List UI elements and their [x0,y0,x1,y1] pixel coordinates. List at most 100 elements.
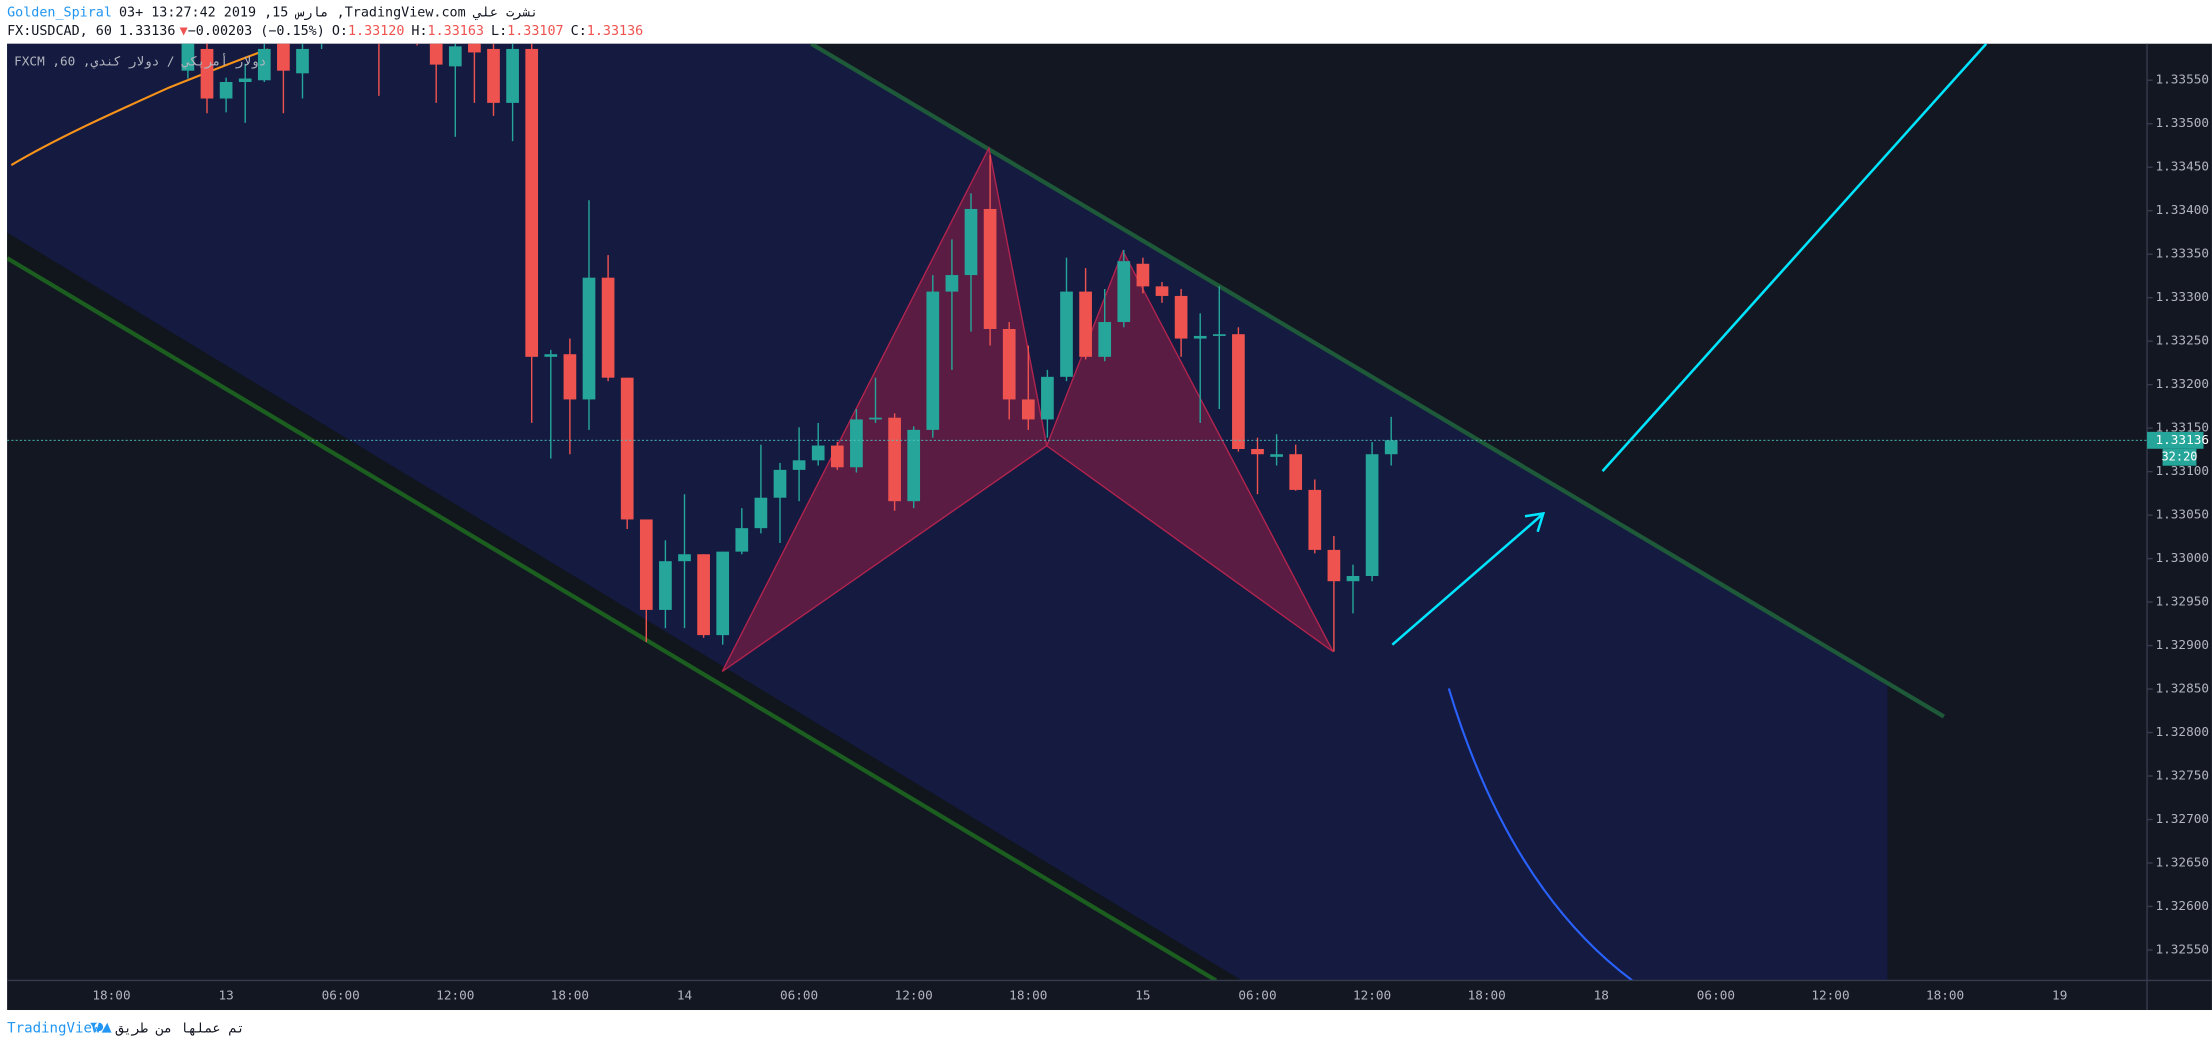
candle-body [563,354,577,400]
candle-body [1327,549,1341,582]
candle-body [219,81,233,99]
x-tick-label: 15 [1135,987,1150,1002]
candle-body [888,417,901,502]
publish-line: Golden_Spiral 03+ 13:27:42 2019 ,15 مارس … [7,6,538,21]
y-tick-label: 1.32900 [2156,637,2209,652]
candle-body [1384,440,1398,455]
candle-body [907,429,921,502]
x-tick-label: 13 [218,987,233,1002]
x-tick-label: 12:00 [1811,987,1849,1002]
x-tick-label: 18:00 [1468,987,1506,1002]
candle-body [773,469,787,498]
y-tick-label: 1.33150 [2156,420,2209,435]
countdown-box [2162,448,2197,466]
y-tick-label: 1.33450 [2156,159,2209,174]
y-tick-label: 1.33100 [2156,463,2209,478]
candle-body [926,291,940,430]
x-tick-label: 18:00 [551,987,589,1002]
h-label: H: [411,24,427,39]
candle-body [754,497,768,529]
y-tick-label: 1.33200 [2156,376,2209,391]
candle-body [1079,291,1092,357]
candle-body [869,417,882,420]
y-tick-label: 1.32700 [2156,811,2209,826]
candle-body [1098,322,1112,357]
candle-body [1021,399,1035,420]
symbol: FX:USDCAD, 60 [7,24,112,39]
channel-lower-line [7,256,1218,981]
change: −0.00203 (−0.15%) [188,24,325,39]
made-by: تم عملها من طريق [115,1021,245,1036]
candle-body [1289,454,1303,490]
candle-body [735,528,749,552]
brand: TradingView [7,1020,101,1036]
published: 03+ 13:27:42 2019 ,15 مارس ,TradingView.… [119,6,538,21]
h: 1.33163 [428,24,484,39]
candle-body [1365,454,1379,576]
candle-body [1174,295,1188,339]
c: 1.33136 [587,24,643,39]
candles [181,43,1398,652]
symbol-line: FX:USDCAD, 60 1.33136 ▼−0.00203 (−0.15%) O:… [7,24,643,39]
y-tick-label: 1.33350 [2156,246,2209,261]
x-tick-label: 18:00 [1009,987,1047,1002]
candle-body [525,48,539,357]
candle-body [1212,334,1226,336]
arrow: ▼ [180,24,189,39]
drawings [7,43,1988,981]
candle-body [544,354,558,357]
candle-body [678,554,691,562]
y-tick-label: 1.33050 [2156,507,2209,522]
x-tick-label: 18:00 [1926,987,1964,1002]
x-tick-label: 12:00 [1353,987,1391,1002]
o-label: O: [332,24,348,39]
x-tick-label: 14 [677,987,693,1002]
candle-body [1136,263,1150,287]
x-tick-label: 06:00 [1697,987,1735,1002]
candle-body [1270,454,1283,457]
candle-body [639,519,653,610]
y-tick-label: 1.33000 [2156,550,2209,565]
y-tick-label: 1.33250 [2156,333,2209,348]
candle-body [620,377,634,520]
pattern-xab [721,145,1048,673]
arrow-head [1524,511,1546,533]
candle-body [582,277,596,400]
countdown: 32:20 [2161,450,2197,464]
candle-body [659,561,672,610]
candle-body [1346,575,1360,582]
candle-body [506,48,519,103]
y-tick-label: 1.32650 [2156,854,2209,869]
candle-body [945,275,959,292]
candle-body [1060,291,1073,377]
y-tick-label: 1.32600 [2156,898,2209,913]
x-tick-label: 12:00 [895,987,933,1002]
c-label: C: [571,24,587,39]
candle-body [697,554,710,636]
candle-body [716,551,730,636]
candle-body [181,43,195,71]
last-price-label: 1.33136 [2156,432,2209,447]
candle-body [277,43,290,71]
candle-body [448,46,462,67]
last-price-box [2147,431,2204,449]
l-label: L: [491,24,507,39]
candle-body [601,277,615,378]
l: 1.33107 [507,24,563,39]
candle-body [1155,286,1169,296]
channel-upper-line [810,43,1945,719]
candle-body [811,445,825,461]
candle-body [468,43,481,53]
x-tick-label: 06:00 [1238,987,1276,1002]
candle-body [487,48,500,103]
x-tick-label: 06:00 [322,987,360,1002]
y-tick-label: 1.33400 [2156,202,2209,217]
x-tick-label: 18 [1594,987,1609,1002]
candle-body [1232,334,1245,450]
y-tick-label: 1.33550 [2156,72,2209,87]
candle-body [830,445,844,468]
candle-body [200,48,214,99]
y-tick-label: 1.33500 [2156,115,2209,130]
x-tick-label: 18:00 [92,987,130,1002]
y-tick-label: 1.32550 [2156,941,2209,956]
